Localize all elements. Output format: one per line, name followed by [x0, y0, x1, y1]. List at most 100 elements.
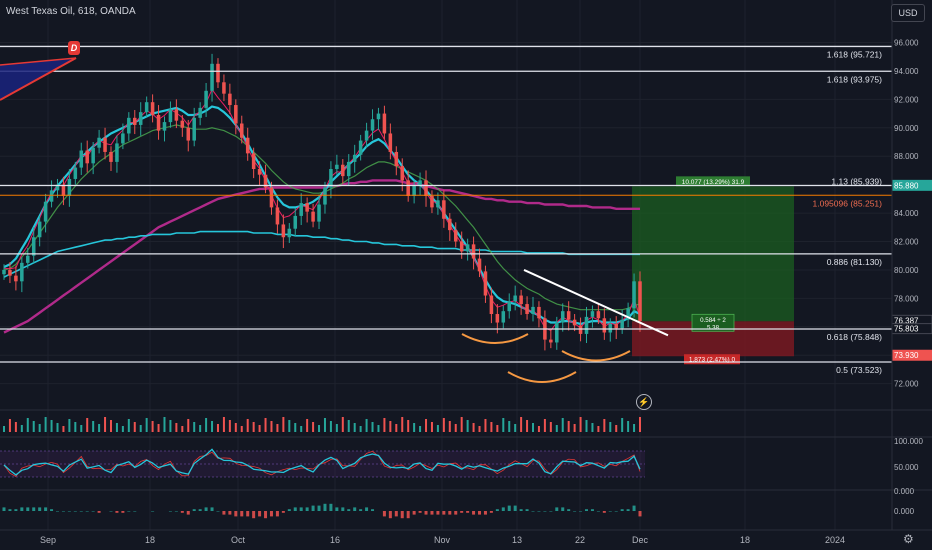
macd-bar — [596, 511, 600, 512]
volume-bar — [639, 417, 641, 432]
volume-bar — [276, 424, 279, 432]
volume-bar — [222, 417, 225, 432]
position-zones: 10.077 (13.29%) 31.9 1.873 (2.47%) 0 0.584… — [632, 176, 794, 365]
macd-bar — [632, 505, 636, 511]
candle-body — [346, 161, 351, 177]
volume-bar — [151, 421, 154, 432]
volume-bar — [401, 417, 404, 432]
macd-bar — [192, 509, 196, 511]
candle-body — [430, 196, 434, 208]
macd-bar — [418, 511, 422, 513]
macd-bar — [38, 507, 42, 511]
macd-bar — [412, 511, 416, 515]
volume-bar — [74, 422, 77, 432]
volume-bar — [436, 425, 439, 432]
macd-bar — [151, 511, 155, 512]
macd-bar — [460, 511, 464, 513]
volume-bar — [353, 423, 356, 432]
macd-bar — [501, 507, 505, 511]
candle-body — [281, 224, 286, 238]
fib-label: 1.13 (85.939) — [831, 177, 882, 187]
volume-bar — [383, 418, 386, 432]
macd-bar — [121, 511, 125, 513]
candle-body — [144, 102, 149, 113]
candle-body — [210, 63, 214, 91]
volume-bar — [615, 425, 618, 432]
macd-bar — [483, 511, 487, 515]
volume-bar — [633, 424, 636, 432]
volume-bar — [502, 418, 505, 432]
volume-bar — [282, 417, 285, 432]
macd-bar — [109, 511, 113, 512]
volume-bar — [127, 419, 130, 432]
macd-bar — [222, 511, 226, 515]
volume-bar — [591, 423, 594, 432]
volume-bar — [561, 418, 564, 432]
volume-bar — [20, 425, 23, 432]
macd-bar — [174, 511, 178, 512]
candle-body — [115, 143, 119, 162]
candle-body — [584, 316, 589, 334]
macd-bar — [258, 511, 262, 517]
volume-bar — [14, 422, 17, 432]
candle-body — [352, 154, 357, 162]
volume-bar — [264, 418, 267, 432]
drawings — [0, 57, 669, 383]
candle-body — [73, 167, 78, 179]
candle-body — [192, 117, 196, 141]
macd-bar — [335, 507, 339, 511]
macd-bar — [67, 511, 71, 512]
x-tick-label: 13 — [511, 535, 523, 545]
candle-body — [394, 151, 399, 167]
volume-bar — [139, 425, 142, 432]
volume-bar — [377, 425, 380, 432]
y-tick-label: 80.000 — [894, 266, 919, 275]
volume-bar — [603, 419, 606, 432]
rsi-line — [3, 448, 641, 476]
price-tag-label: 85.880 — [894, 181, 919, 190]
macd-bar — [275, 511, 279, 517]
macd-bar — [252, 511, 256, 519]
volume-bar — [490, 422, 493, 432]
price-tag-label: 75.803 — [894, 325, 919, 334]
candle-body — [216, 63, 220, 83]
macd-bar — [311, 505, 315, 511]
volume-bar — [526, 420, 529, 432]
x-tick-label: Sep — [39, 535, 57, 545]
candle-body — [638, 281, 642, 322]
volume-bar — [169, 420, 172, 432]
volume-bar — [193, 422, 196, 432]
candle-body — [85, 150, 89, 164]
volume-bar — [407, 420, 410, 432]
ma-teal-line — [3, 230, 640, 278]
candle-body — [489, 295, 494, 315]
candle-body — [79, 150, 84, 168]
y-tick-label: 88.000 — [894, 152, 919, 161]
volume-bar — [472, 423, 475, 432]
y-tick-label: 92.000 — [894, 95, 919, 104]
ratio-label-2: 5.38 — [707, 324, 720, 331]
volume-bar — [579, 417, 582, 432]
volume-bar — [413, 423, 416, 432]
macd-bar — [585, 509, 589, 511]
lightning-icon[interactable]: ⚡ — [636, 394, 652, 410]
volume-bar — [514, 424, 517, 432]
candle-body — [91, 147, 95, 164]
volume-bar — [62, 426, 65, 432]
macd-bar — [50, 509, 54, 511]
rsi-tick-label: 100.000 — [894, 437, 923, 446]
drawing-flag-icon[interactable]: D — [68, 41, 80, 55]
candle-body — [483, 271, 488, 296]
macd-bar — [507, 505, 511, 511]
candle-body — [335, 164, 339, 170]
gear-icon[interactable]: ⚙ — [903, 532, 914, 546]
currency-badge[interactable]: USD — [891, 4, 925, 22]
candle-body — [519, 295, 523, 305]
volume-bar — [496, 425, 499, 432]
candle-body — [31, 237, 36, 256]
volume-bar — [181, 426, 184, 432]
candle-body — [138, 112, 143, 125]
volume-bar — [86, 418, 89, 432]
candle-body — [406, 180, 410, 197]
volume-bar — [442, 418, 445, 432]
